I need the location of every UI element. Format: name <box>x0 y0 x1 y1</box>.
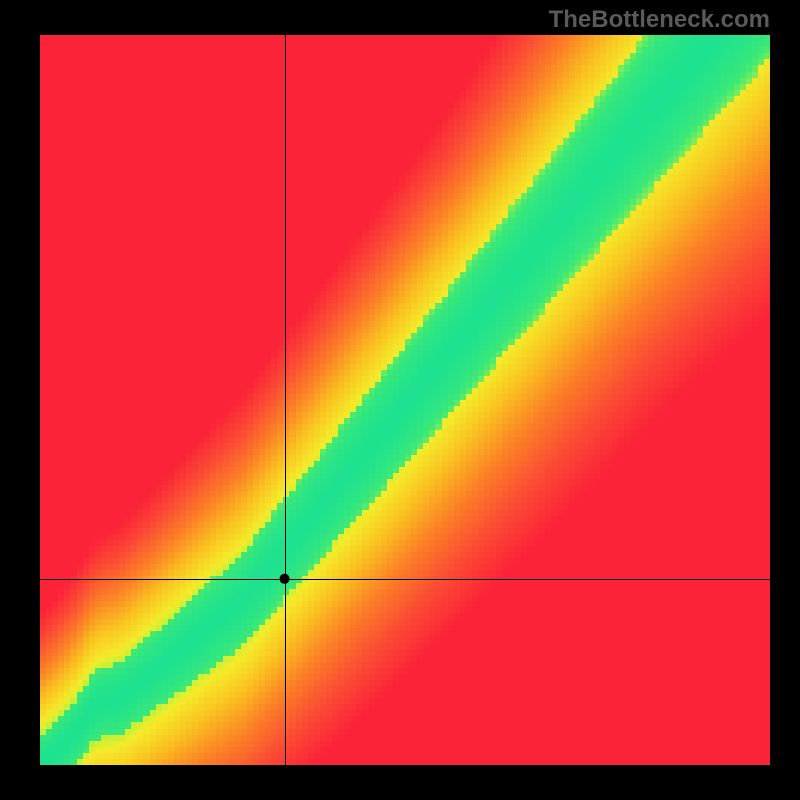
chart-container: TheBottleneck.com <box>0 0 800 800</box>
crosshair-overlay <box>0 0 800 800</box>
watermark-text: TheBottleneck.com <box>549 6 770 34</box>
